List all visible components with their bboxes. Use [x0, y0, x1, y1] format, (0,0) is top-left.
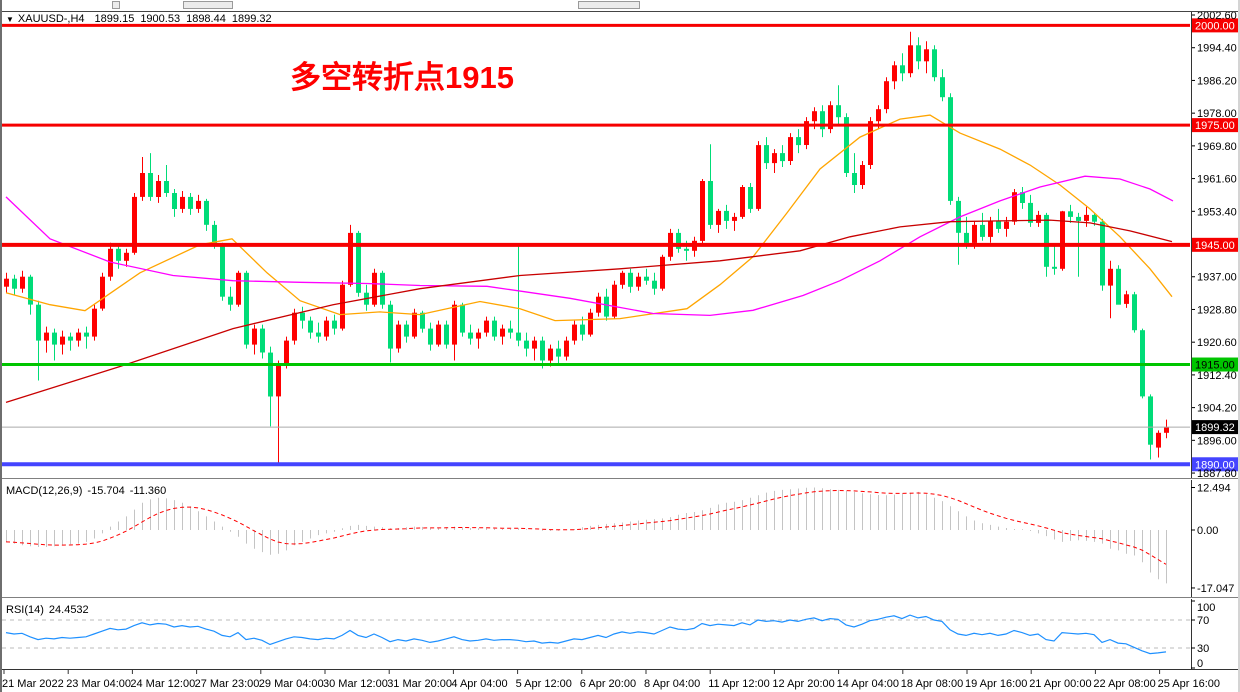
svg-text:1899.32: 1899.32 — [1195, 422, 1235, 434]
time-tick-label: 6 Apr 20:00 — [580, 678, 636, 690]
time-axis: 21 Mar 2022 23 Mar 04:00 24 Mar 12:00 27 Ma… — [2, 670, 1220, 690]
time-tick-label: 24 Mar 12:00 — [130, 678, 195, 690]
price-tick-label: 1904.20 — [1197, 403, 1237, 415]
rsi-axis-label: 30 — [1197, 643, 1209, 655]
macd-label-name: MACD(12,26,9) — [6, 485, 83, 497]
price-tick-label: 1986.20 — [1197, 75, 1237, 87]
time-tick-label: 22 Apr 08:00 — [1093, 678, 1155, 690]
price-line-1975.00[interactable]: 1975.00 — [2, 118, 1239, 133]
price-tick-label: 1961.60 — [1197, 174, 1237, 186]
time-tick-label: 30 Mar 12:00 — [323, 678, 388, 690]
time-tick-label: 25 Apr 16:00 — [1158, 678, 1220, 690]
time-tick-label: 18 Apr 08:00 — [901, 678, 963, 690]
price-line-label: 1915.00 — [1195, 360, 1235, 372]
price-tick-label: 1953.40 — [1197, 206, 1237, 218]
macd-histogram — [6, 487, 1167, 584]
ohlc-close: 1899.32 — [231, 13, 272, 25]
price-line-2000.00[interactable]: 2000.00 — [2, 18, 1239, 33]
time-tick-label: 21 Mar 2022 — [2, 678, 64, 690]
price-tick-label: 1978.00 — [1197, 108, 1237, 120]
ma-slow-darkred — [5, 219, 1173, 404]
ohlc-open: 1899.15 — [94, 13, 135, 25]
price-line-label: 1890.00 — [1195, 459, 1235, 471]
toolbar-fragment — [578, 1, 640, 9]
time-tick-label: 19 Apr 16:00 — [965, 678, 1027, 690]
collapse-arrow-icon[interactable]: ▼ — [6, 15, 14, 24]
rsi-label-name: RSI(14) — [6, 604, 44, 616]
macd-main-value: -15.704 — [87, 485, 125, 497]
time-tick-label: 12 Apr 20:00 — [772, 678, 834, 690]
time-tick-label: 8 Apr 04:00 — [644, 678, 700, 690]
ohlc-high: 1900.53 — [140, 13, 181, 25]
macd-axis-label: 0.00 — [1197, 525, 1218, 537]
price-line-label: 2000.00 — [1195, 20, 1235, 32]
price-line-1915.00[interactable]: 1915.00 — [2, 357, 1239, 372]
price-tick-label: 1937.00 — [1197, 272, 1237, 284]
rsi-indicator-label: RSI(14) 24.4532 — [6, 604, 94, 616]
price-tick-label: 1928.80 — [1197, 304, 1237, 316]
chart-annotation-text[interactable]: 多空转折点1915 — [290, 60, 514, 95]
price-tick-label: 1969.80 — [1197, 141, 1237, 153]
price-tick-label: 2002.60 — [1197, 10, 1237, 22]
candles-layer — [4, 31, 1169, 463]
price-tick-label: 1994.40 — [1197, 43, 1237, 55]
price-line-1945.00[interactable]: 1945.00 — [2, 237, 1239, 252]
window-left-border — [0, 0, 2, 692]
macd-signal-value: -11.360 — [129, 485, 167, 497]
window-right-border — [1238, 0, 1240, 692]
ohlc-low: 1898.44 — [186, 13, 226, 25]
rsi-line — [5, 614, 1167, 655]
time-tick-label: 29 Mar 04:00 — [259, 678, 324, 690]
chart-ohlc-info: ▼ XAUUSD-,H4 1899.15 1900.53 1898.44 1899.32 — [6, 13, 278, 25]
time-tick-label: 31 Mar 20:00 — [387, 678, 452, 690]
time-tick-label: 14 Apr 04:00 — [837, 678, 899, 690]
rsi-value: 24.4532 — [48, 604, 89, 616]
time-tick-label: 11 Apr 12:00 — [708, 678, 770, 690]
toolbar-fragment — [112, 1, 120, 9]
time-tick-label: 23 Mar 04:00 — [66, 678, 131, 690]
symbol-period-label: XAUUSD-,H4 — [17, 13, 85, 25]
rsi-axis-label: 100 — [1197, 602, 1215, 614]
price-axis: 2002.60 1994.40 1986.20 1978.00 1969.80 1961.… — [1191, 10, 1237, 480]
macd-signal-line — [5, 489, 1167, 565]
price-tick-label: 1912.40 — [1197, 370, 1237, 382]
time-tick-label: 21 Apr 00:00 — [1029, 678, 1091, 690]
ma-mid-magenta — [5, 175, 1174, 317]
macd-indicator-label: MACD(12,26,9) -15.704 -11.360 — [6, 485, 171, 497]
price-line-1890.00[interactable]: 1890.00 — [2, 457, 1239, 472]
price-line-label: 1945.00 — [1195, 240, 1235, 252]
window-top-edge — [0, 0, 1240, 11]
macd-axis-label: -17.047 — [1197, 583, 1234, 595]
price-tick-label: 1920.60 — [1197, 337, 1237, 349]
toolbar-fragment — [183, 1, 233, 9]
current-price-label: 1899.32 — [1192, 420, 1239, 435]
time-tick-label: 4 Apr 04:00 — [451, 678, 507, 690]
time-tick-label: 5 Apr 12:00 — [516, 678, 572, 690]
price-tick-label: 1896.00 — [1197, 435, 1237, 447]
macd-axis: 12.494 0.00 -17.047 — [1191, 483, 1234, 595]
price-tick-label: 1887.80 — [1197, 468, 1237, 480]
rsi-axis-label: 0 — [1197, 658, 1203, 670]
macd-axis-label: 12.494 — [1197, 483, 1231, 495]
price-line-label: 1975.00 — [1195, 120, 1235, 132]
rsi-axis-label: 70 — [1197, 615, 1209, 627]
time-tick-label: 27 Mar 23:00 — [195, 678, 260, 690]
ma-fast-orange — [5, 114, 1173, 322]
